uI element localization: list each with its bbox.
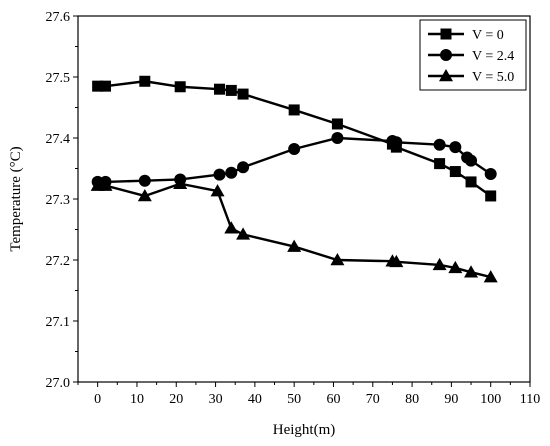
legend-label: V = 0: [472, 28, 504, 43]
triangle-point: [330, 253, 345, 266]
square-point: [139, 75, 151, 87]
x-tick-label: 60: [326, 392, 340, 407]
legend-circle-marker: [440, 49, 452, 61]
square-point: [225, 84, 237, 96]
y-axis-ticks: 27.0 27.1 27.2 27.3 27.4 27.5 27.6: [46, 10, 78, 391]
y-tick-label: 27.4: [46, 132, 71, 147]
series-line: [97, 80, 492, 197]
series-line: [97, 136, 492, 184]
series-triangle: [90, 176, 498, 283]
circle-point: [138, 174, 151, 187]
triangle-point: [98, 178, 113, 191]
circle-point: [465, 154, 478, 167]
triangle-point: [464, 265, 479, 278]
triangle-point: [389, 254, 404, 268]
circle-point: [288, 142, 301, 155]
square-point: [237, 88, 249, 100]
x-tick-label: 70: [366, 392, 380, 407]
square-point: [465, 176, 477, 188]
x-tick-label: 30: [209, 392, 223, 407]
circle-point: [449, 141, 462, 154]
triangle-point: [432, 257, 447, 271]
square-point: [485, 190, 497, 202]
triangle-point: [236, 227, 251, 240]
y-tick-label: 27.3: [46, 193, 71, 208]
triangle-point: [173, 176, 188, 189]
circle-point: [331, 132, 344, 144]
y-tick-label: 27.2: [46, 254, 71, 269]
triangle-point: [210, 184, 225, 197]
x-tick-label: 50: [287, 392, 301, 407]
square-point: [174, 81, 186, 93]
legend-triangle-marker: [439, 69, 453, 82]
circle-point: [484, 167, 497, 180]
x-tick-label: 90: [444, 392, 458, 407]
x-tick-label: 10: [130, 392, 144, 407]
triangle-point: [137, 188, 152, 202]
circle-point: [433, 138, 446, 151]
square-point: [213, 83, 225, 95]
x-axis-ticks: 0 10 20 30 40 50 60 70 80 90 100 110: [77, 382, 540, 407]
triangle-point: [287, 239, 302, 252]
x-tick-label: 110: [520, 392, 540, 407]
circle-point: [225, 166, 238, 179]
legend-entry: V = 2.4: [428, 49, 514, 64]
triangle-point: [448, 260, 463, 274]
x-tick-label: 100: [480, 392, 501, 407]
square-point: [288, 104, 300, 116]
series-square: [92, 75, 497, 202]
x-tick-label: 20: [169, 392, 183, 407]
square-point: [331, 118, 343, 130]
x-tick-label: 0: [94, 392, 101, 407]
y-tick-label: 27.0: [46, 376, 71, 391]
series-layer: [90, 75, 498, 283]
square-point: [100, 80, 112, 92]
legend: V = 0 V = 2.4 V = 5.0: [419, 19, 527, 91]
legend-entry: V = 5.0: [428, 69, 514, 85]
x-axis-title: Height(m): [273, 422, 335, 438]
y-axis-title: Temperature (°C): [8, 146, 24, 251]
legend-label: V = 5.0: [472, 70, 514, 85]
circle-point: [213, 168, 226, 181]
circle-point: [237, 161, 250, 174]
triangle-point: [224, 221, 239, 234]
square-point: [449, 166, 461, 178]
y-tick-label: 27.5: [46, 71, 71, 86]
x-tick-label: 40: [248, 392, 262, 407]
square-point: [434, 158, 446, 170]
legend-square-marker: [440, 28, 452, 40]
series-line: [97, 182, 491, 279]
x-tick-label: 80: [405, 392, 419, 407]
triangle-point: [483, 270, 498, 283]
circle-point: [390, 136, 403, 149]
legend-entry: V = 0: [428, 28, 504, 43]
y-tick-label: 27.6: [46, 10, 71, 25]
square-point: [92, 80, 104, 92]
y-tick-label: 27.1: [46, 315, 71, 330]
legend-label: V = 2.4: [472, 49, 514, 64]
